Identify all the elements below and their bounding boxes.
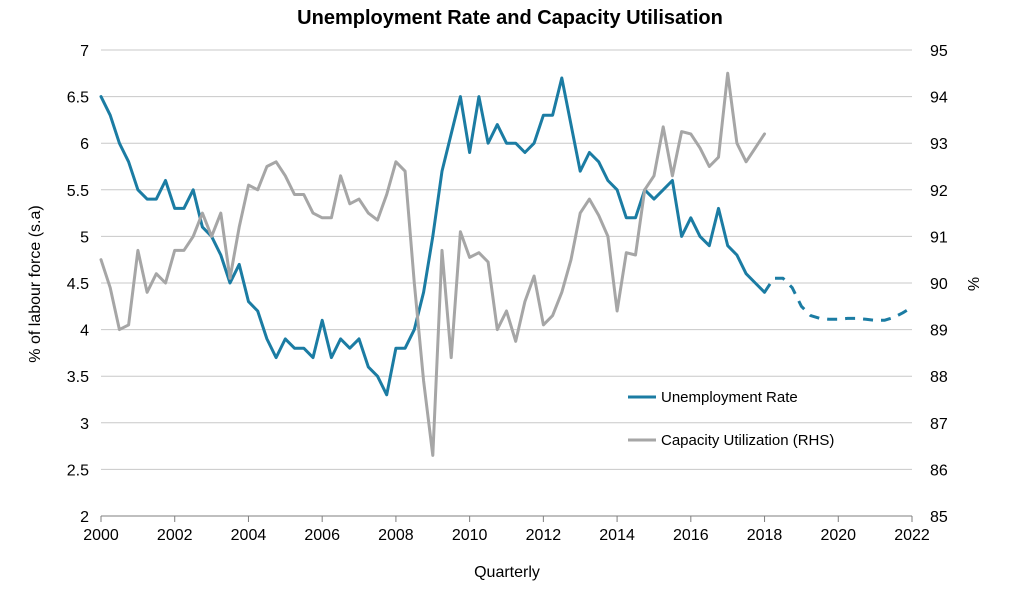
x-tick-label: 2010 bbox=[452, 527, 488, 544]
y2-tick-label: 85 bbox=[930, 509, 948, 526]
series-lines bbox=[99, 71, 913, 457]
y-tick-label: 7 bbox=[80, 43, 89, 60]
y2-tick-label: 90 bbox=[930, 276, 948, 293]
x-tick-label: 2018 bbox=[747, 527, 783, 544]
y-tick-label: 2.5 bbox=[67, 462, 89, 479]
series-line-capacity bbox=[99, 71, 766, 457]
y-tick-label: 5.5 bbox=[67, 183, 89, 200]
y-tick-label: 4 bbox=[80, 323, 89, 340]
y2-tick-label: 86 bbox=[930, 462, 948, 479]
y2-tick-label: 92 bbox=[930, 183, 948, 200]
x-tick-label: 2012 bbox=[526, 527, 562, 544]
y2-tick-label: 87 bbox=[930, 416, 948, 433]
x-tick-label: 2002 bbox=[157, 527, 193, 544]
x-tick-label: 2022 bbox=[894, 527, 930, 544]
y2-tick-label: 93 bbox=[930, 136, 948, 153]
y2-tick-label: 95 bbox=[930, 43, 948, 60]
y-axis-label: % of labour force (s.a) bbox=[27, 205, 44, 362]
y2-tick-label: 91 bbox=[930, 229, 948, 246]
y2-tick-label: 94 bbox=[930, 90, 948, 107]
series-line-unemployment-forecast bbox=[763, 276, 913, 322]
y-tick-label: 5 bbox=[80, 229, 89, 246]
y-tick-label: 6 bbox=[80, 136, 89, 153]
legend-label-capacity: Capacity Utilization (RHS) bbox=[661, 432, 834, 449]
y-tick-label: 6.5 bbox=[67, 90, 89, 107]
x-tick-label: 2004 bbox=[231, 527, 267, 544]
tick-labels: 2 2.5 3 3.5 4 4.5 5 5.5 6 6.5 7 85 86 87 88 89 90 91 92 93 9… bbox=[67, 43, 948, 544]
legend-label-unemployment: Unemployment Rate bbox=[661, 389, 798, 406]
x-tick-label: 2014 bbox=[599, 527, 635, 544]
y2-tick-label: 88 bbox=[930, 369, 948, 386]
x-tick-label: 2016 bbox=[673, 527, 709, 544]
y-tick-label: 3 bbox=[80, 416, 89, 433]
y-tick-label: 2 bbox=[80, 509, 89, 526]
x-tick-label: 2000 bbox=[83, 527, 119, 544]
x-axis-label: Quarterly bbox=[474, 564, 540, 581]
y2-axis-label: % bbox=[964, 277, 981, 291]
x-tick-label: 2008 bbox=[378, 527, 414, 544]
x-tick-label: 2006 bbox=[304, 527, 340, 544]
axes bbox=[100, 515, 913, 522]
chart-title: Unemployment Rate and Capacity Utilisati… bbox=[297, 7, 723, 29]
x-tick-label: 2020 bbox=[820, 527, 856, 544]
y2-tick-label: 89 bbox=[930, 323, 948, 340]
y-tick-label: 3.5 bbox=[67, 369, 89, 386]
y-tick-label: 4.5 bbox=[67, 276, 89, 293]
legend: Unemployment Rate Capacity Utilization (… bbox=[628, 389, 834, 449]
